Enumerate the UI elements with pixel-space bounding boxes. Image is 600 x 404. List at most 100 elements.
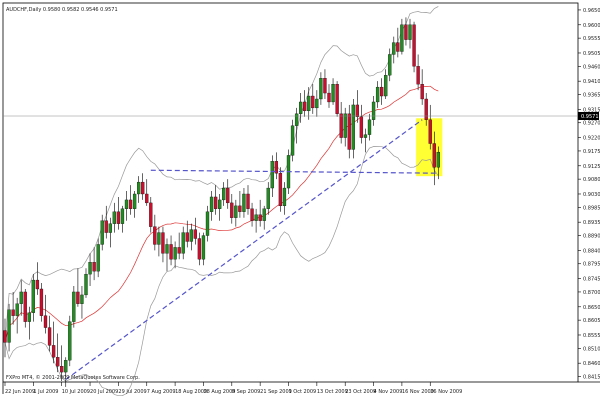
y-tick-label: 0.8650 [583,305,600,311]
candle-body [189,229,193,242]
x-tick-label: 23 Oct 2009 [345,389,376,395]
x-tick-label: 26 Nov 2009 [430,389,462,395]
drawn-lines-layer [3,115,578,381]
candle-body [367,119,372,135]
y-tick-label: 0.9175 [583,149,600,155]
candle-body [230,202,234,218]
x-tick-label: 1 Jul 2009 [33,389,58,395]
y-tick-label: 0.8985 [583,205,600,211]
y-tick-label: 0.9650 [583,8,600,14]
y-tick-label: 0.9220 [583,136,600,142]
middle-band-line [4,85,439,343]
candle-body [3,330,7,343]
candle-body [388,54,392,76]
y-tick-label: 0.9555 [583,36,600,42]
y-tick-label: 0.9410 [583,79,600,85]
candle-body [201,235,206,260]
x-tick-label: 16 Nov 2009 [402,389,434,395]
x-tick-label: 8 Sep 2009 [232,389,261,395]
candle-body [11,309,15,316]
x-tick-label: 20 Jul 2009 [90,389,118,395]
candle-body [157,232,161,245]
plot-frame [2,2,579,383]
candle-body [303,101,307,112]
rising-trendline [65,119,423,381]
candle-body [262,208,266,221]
candle-body [294,113,299,126]
y-tick-label: 0.9365 [583,93,600,99]
candle-body [205,211,210,236]
candle-body [238,205,242,212]
y-tick-label: 0.8555 [583,333,600,339]
candle-body [424,98,428,120]
candle-body [104,220,108,233]
candle-body [290,125,295,156]
candle-body [355,104,360,117]
candle-body [278,173,283,207]
y-tick-label: 0.9315 [583,107,600,113]
x-tick-label: 7 Aug 2009 [147,389,176,395]
x-tick-label: 29 Jul 2009 [118,389,146,395]
candle-body [319,78,323,100]
candle-body [379,86,384,97]
candle-body [141,181,145,195]
candle-body [161,232,165,254]
y-tick-label: 0.9505 [583,51,600,57]
bollinger-bands-layer [4,6,439,397]
candle-body [72,291,76,322]
y-tick-label: 0.9030 [583,192,600,198]
y-tick-label: 0.8795 [583,262,600,268]
candle-body [197,238,202,260]
candle-body [76,291,80,304]
candle-body [258,214,262,221]
candle-body [428,119,432,144]
candle-body [47,327,52,346]
y-axis: 0.9650 0.9600 0.9555 0.9505 0.9460 0.9410 0.93… [578,8,600,381]
x-tick-label: 10 Jul 2009 [62,389,90,395]
candle-body [80,294,84,304]
x-tick-label: 22 Jun 2009 [5,389,35,395]
y-tick-label: 0.9460 [583,64,600,70]
candle-body [51,345,56,358]
upper-band-line [4,6,439,343]
candle-body [60,366,64,373]
candle-body [343,113,347,138]
candle-body [92,262,96,272]
candle-body [307,95,311,112]
candle-body [145,193,149,204]
candle-body [185,232,189,242]
candle-body [323,78,327,94]
candle-body [39,288,44,316]
y-tick-label: 0.9600 [583,23,600,29]
candle-body [56,357,60,367]
candle-body [375,86,380,103]
candle-body [222,187,226,201]
candle-body [392,42,396,55]
x-tick-label: 18 Aug 2009 [175,389,207,395]
y-tick-label: 0.9270 [583,121,600,127]
y-tick-label: 0.9125 [583,164,600,170]
candle-body [100,220,104,245]
candle-body [124,199,129,209]
candle-body [351,104,355,150]
copyright-text: FXPro MT4, © 2001-2009 MetaQuotes Softwa… [6,374,140,381]
candle-body [64,360,68,373]
candle-body [359,116,364,138]
candle-body [15,303,19,316]
y-tick-label: 0.8935 [583,220,600,226]
candle-body [371,101,376,120]
y-tick-label: 0.8605 [583,318,600,324]
candle-body [213,196,218,209]
candle-body [23,291,27,322]
candle-body [347,113,351,150]
candle-body [246,193,250,209]
x-tick-label: 21 Sep 2009 [260,389,292,395]
candle-body [153,226,157,245]
candles-layer [3,17,441,387]
candle-body [270,161,274,189]
candle-body [177,247,181,254]
candle-body [396,42,400,52]
candle-body [84,273,88,296]
